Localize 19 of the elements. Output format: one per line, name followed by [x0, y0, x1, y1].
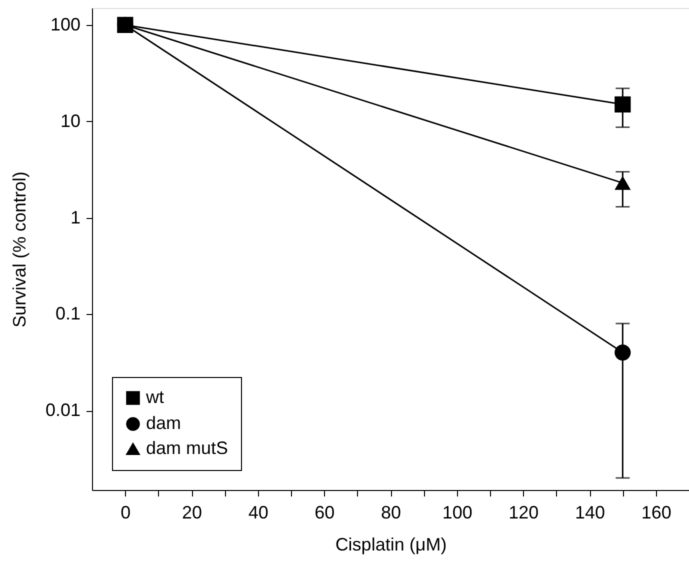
- x-tick-label: 120: [508, 502, 539, 522]
- legend-label: wt: [145, 387, 164, 407]
- y-tick-label: 0.01: [45, 400, 80, 420]
- x-tick-label: 60: [314, 502, 335, 522]
- y-axis-title: Survival (% control): [9, 171, 30, 328]
- x-axis-title: Cisplatin (μM): [335, 534, 447, 554]
- legend-label: dam: [146, 413, 182, 433]
- x-tick-label: 40: [248, 502, 268, 522]
- x-tick-label: 140: [574, 502, 606, 522]
- x-tick-label: 20: [182, 502, 202, 522]
- y-tick-label: 0.1: [55, 304, 80, 324]
- x-tick-label: 0: [120, 502, 131, 522]
- x-tick-label: 100: [442, 502, 472, 522]
- x-tick-label: 160: [641, 502, 672, 522]
- legend-label: dam mutS: [146, 438, 228, 458]
- y-tick-label: 10: [60, 110, 80, 131]
- y-tick-label: 1: [70, 207, 80, 228]
- x-tick-label: 80: [380, 502, 402, 522]
- y-tick-label: 100: [50, 14, 80, 34]
